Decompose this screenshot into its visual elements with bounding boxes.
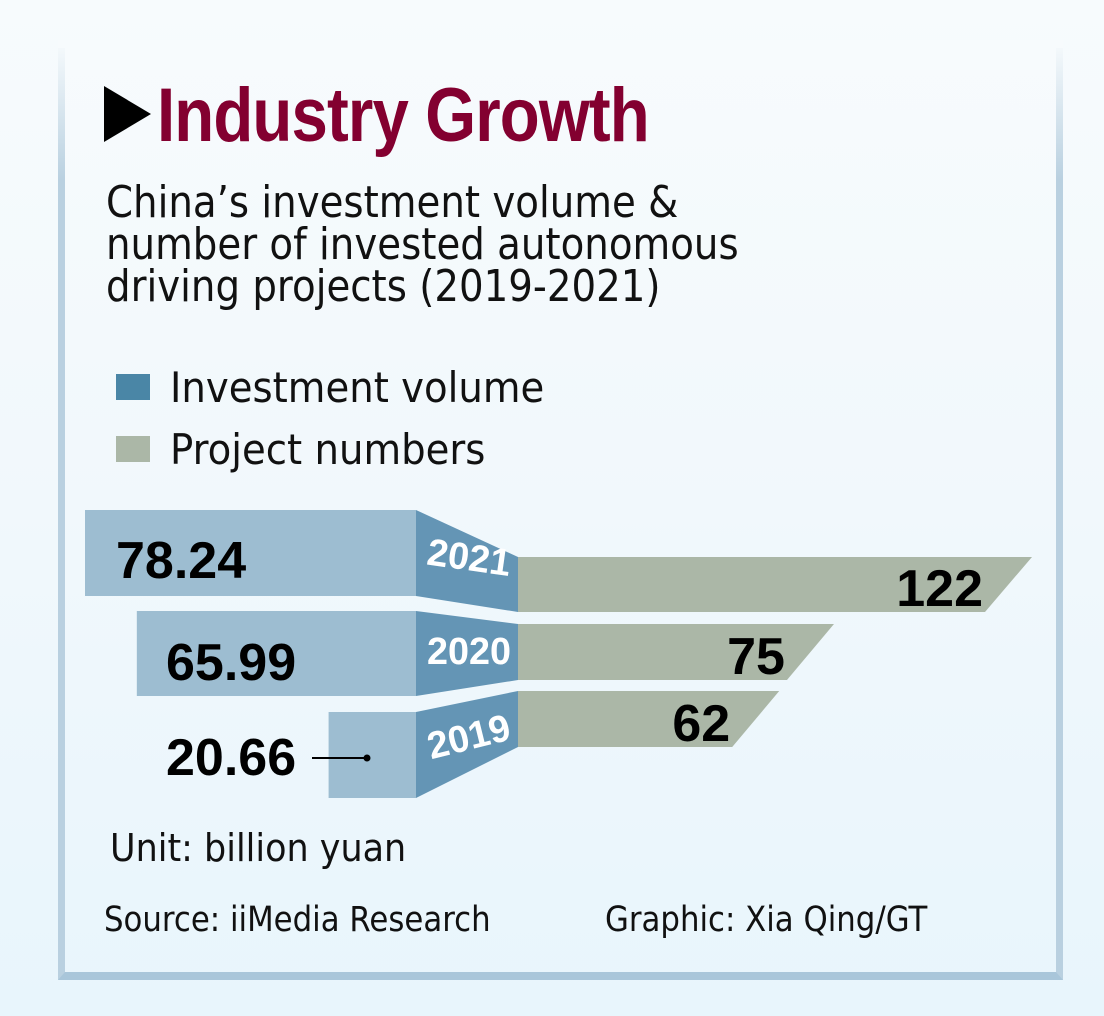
- bar-side-face-2019: [416, 691, 518, 798]
- legend-item-investment: Investment volume: [116, 356, 577, 418]
- chart-frame: [58, 48, 1063, 980]
- legend-swatch-investment: [116, 374, 150, 400]
- graphic-credit: Graphic: Xia Qing/GT: [605, 900, 928, 940]
- subtitle-line: driving projects (2019-2021): [106, 261, 661, 312]
- legend-label-investment: Investment volume: [170, 362, 545, 412]
- project-bar-2019: [518, 691, 780, 747]
- investment-bar-2019: [328, 712, 416, 798]
- unit-note: Unit: billion yuan: [110, 826, 407, 870]
- frame-top-fade: [58, 40, 1063, 180]
- bar-side-face-2021: [416, 510, 518, 612]
- investment-bar-2020: [136, 611, 416, 696]
- legend-item-projects: Project numbers: [116, 418, 577, 480]
- legend-label-projects: Project numbers: [170, 424, 486, 474]
- investment-value-label-2021: 78.24: [116, 532, 246, 590]
- play-arrow-icon: [104, 86, 151, 142]
- investment-value-label-2020: 65.99: [166, 634, 296, 692]
- project-value-label-2021: 122: [896, 560, 983, 618]
- title-row: Industry Growth: [104, 78, 729, 154]
- project-value-label-2019: 62: [672, 695, 730, 753]
- investment-bar-2021: [85, 510, 416, 596]
- chart-subtitle: China’s investment volume & number of in…: [106, 177, 810, 312]
- investment-value-label-2019: 20.66: [166, 729, 296, 787]
- legend: Investment volume Project numbers: [116, 356, 577, 480]
- legend-swatch-projects: [116, 436, 150, 462]
- project-bar-2021: [518, 557, 1032, 612]
- chart-title: Industry Growth: [157, 73, 650, 158]
- subtitle-line: number of invested autonomous: [106, 219, 739, 270]
- leader-dot-2019: [363, 754, 371, 762]
- project-value-label-2020: 75: [727, 628, 785, 686]
- subtitle-line: China’s investment volume &: [106, 177, 679, 228]
- project-bar-2020: [518, 624, 834, 680]
- bar-side-face-2020: [416, 611, 518, 696]
- source-note: Source: iiMedia Research: [104, 900, 491, 940]
- year-label-2020: 2020: [427, 631, 511, 673]
